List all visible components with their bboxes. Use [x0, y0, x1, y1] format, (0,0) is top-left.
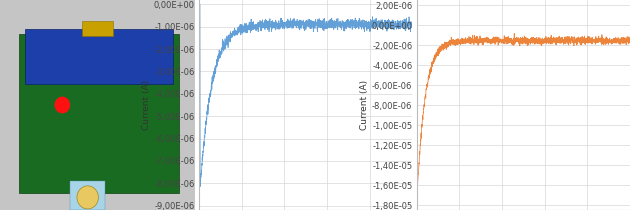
Circle shape [55, 97, 70, 113]
Y-axis label: Current (A): Current (A) [142, 80, 151, 130]
Y-axis label: Current (A): Current (A) [360, 80, 369, 130]
Bar [82, 21, 113, 36]
Bar [25, 29, 173, 84]
Circle shape [77, 186, 98, 209]
Bar [20, 34, 180, 193]
Bar [70, 181, 105, 210]
